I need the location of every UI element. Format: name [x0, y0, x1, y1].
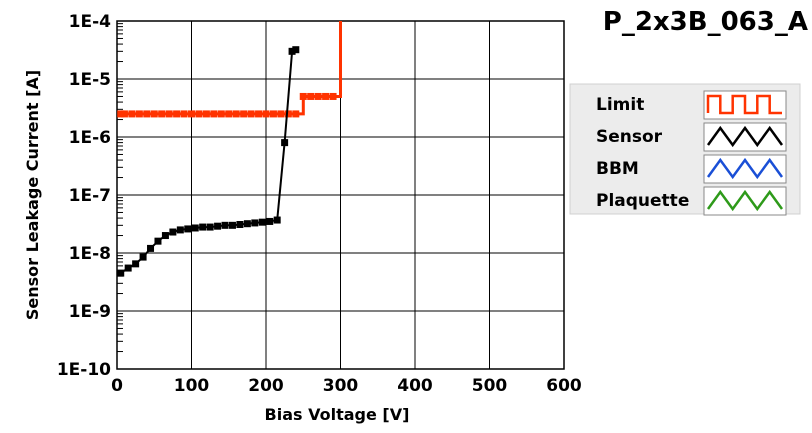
legend: Limit Sensor BBM Plaquette — [569, 83, 801, 216]
data-point-limit — [143, 110, 151, 118]
y-axis-label: Sensor Leakage Current [A] — [23, 70, 42, 320]
data-point-sensor — [184, 225, 192, 233]
legend-label-plaquette: Plaquette — [596, 191, 689, 211]
x-tick-label: 0 — [111, 376, 123, 396]
data-point-limit — [232, 110, 240, 118]
data-point-limit — [165, 110, 173, 118]
data-point-sensor — [288, 47, 296, 55]
legend-line-sensor — [706, 125, 784, 148]
data-point-limit — [188, 110, 195, 118]
legend-line-bbm — [706, 157, 784, 180]
data-point-limit — [173, 110, 181, 118]
legend-line-plaquette — [706, 189, 784, 212]
data-point-sensor — [124, 264, 132, 272]
x-tick-label: 400 — [397, 376, 433, 396]
data-point-sensor — [206, 223, 214, 231]
data-point-limit — [292, 110, 300, 118]
y-tick-label: 1E-9 — [69, 302, 111, 322]
data-point-sensor — [199, 223, 207, 231]
data-point-limit — [322, 92, 330, 100]
chart-title: P_2x3B_063_A — [603, 7, 808, 37]
y-tick-label: 1E-6 — [69, 128, 111, 148]
data-point-sensor — [191, 224, 199, 232]
data-point-limit — [307, 92, 315, 100]
data-point-sensor — [281, 139, 289, 147]
data-point-limit — [128, 110, 136, 118]
data-point-sensor — [132, 260, 140, 268]
data-point-limit — [158, 110, 166, 118]
data-point-sensor — [117, 269, 125, 277]
x-tick-label: 500 — [472, 376, 508, 396]
data-point-limit — [299, 92, 307, 100]
data-point-sensor — [147, 244, 155, 252]
data-point-limit — [150, 110, 158, 118]
data-point-limit — [269, 110, 277, 118]
data-point-limit — [255, 110, 263, 118]
data-point-limit — [210, 110, 218, 118]
data-point-sensor — [258, 218, 266, 226]
data-point-limit — [225, 110, 233, 118]
data-point-limit — [117, 110, 125, 118]
x-tick-label: 100 — [174, 376, 210, 396]
data-point-sensor — [154, 237, 162, 245]
x-axis-label: Bias Voltage [V] — [265, 405, 410, 424]
y-tick-label: 1E-10 — [57, 360, 111, 380]
y-tick-label: 1E-7 — [69, 186, 111, 206]
data-point-limit — [217, 110, 225, 118]
x-tick-label: 200 — [248, 376, 284, 396]
legend-label-sensor: Sensor — [596, 127, 663, 147]
tick-labels: 0 100 200 300 400 500 600 1E-10 1E-9 1E-8 1E-7 1E-6… — [57, 12, 582, 396]
data-point-sensor — [292, 46, 300, 54]
data-point-sensor — [176, 226, 184, 234]
data-point-limit — [314, 92, 322, 100]
data-point-limit — [120, 110, 128, 118]
data-point-limit — [180, 110, 188, 118]
series-layer — [117, 21, 342, 277]
legend-line-limit — [706, 94, 782, 115]
data-point-sensor — [251, 219, 259, 227]
data-point-limit — [329, 92, 337, 100]
data-point-limit — [284, 110, 292, 118]
data-point-limit — [277, 110, 285, 118]
data-point-sensor — [236, 221, 244, 229]
y-tick-label: 1E-4 — [69, 12, 111, 32]
legend-label-limit: Limit — [596, 95, 644, 115]
legend-label-bbm: BBM — [596, 159, 639, 179]
y-tick-label: 1E-8 — [69, 244, 111, 264]
series-line-limit — [120, 21, 342, 116]
data-point-limit — [247, 110, 255, 118]
data-point-limit — [202, 110, 210, 118]
y-tick-label: 1E-5 — [69, 70, 111, 90]
data-point-sensor — [214, 222, 222, 230]
data-point-sensor — [243, 220, 251, 228]
data-point-limit — [195, 110, 203, 118]
data-point-sensor — [139, 253, 147, 261]
data-point-sensor — [266, 217, 274, 225]
x-tick-label: 300 — [323, 376, 359, 396]
series-line-sensor — [120, 48, 297, 274]
x-tick-label: 600 — [546, 376, 582, 396]
data-point-sensor — [221, 221, 229, 229]
data-point-limit — [240, 110, 248, 118]
data-point-limit — [135, 110, 143, 118]
data-point-sensor — [161, 232, 169, 240]
data-point-sensor — [228, 221, 236, 229]
data-point-sensor — [273, 216, 281, 224]
data-point-sensor — [169, 228, 177, 236]
data-point-limit — [262, 110, 270, 118]
